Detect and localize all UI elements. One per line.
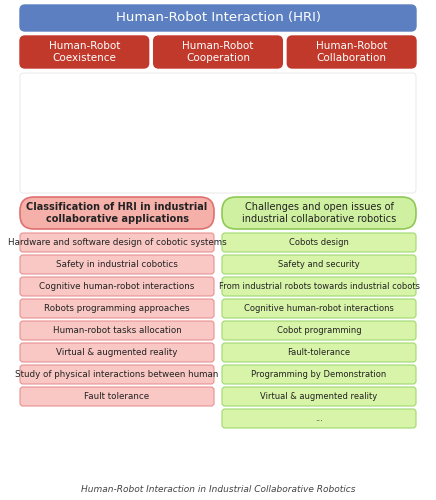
FancyBboxPatch shape bbox=[222, 233, 416, 252]
FancyBboxPatch shape bbox=[222, 343, 416, 362]
Text: From industrial robots towards industrial cobots: From industrial robots towards industria… bbox=[218, 282, 419, 291]
FancyBboxPatch shape bbox=[222, 365, 416, 384]
FancyBboxPatch shape bbox=[222, 197, 416, 229]
FancyBboxPatch shape bbox=[20, 36, 149, 68]
FancyBboxPatch shape bbox=[287, 36, 416, 68]
Text: Human-Robot
Collaboration: Human-Robot Collaboration bbox=[316, 41, 387, 63]
Text: Cobot programming: Cobot programming bbox=[277, 326, 361, 335]
FancyBboxPatch shape bbox=[20, 255, 214, 274]
Text: Human-Robot
Cooperation: Human-Robot Cooperation bbox=[182, 41, 254, 63]
FancyBboxPatch shape bbox=[20, 343, 214, 362]
FancyBboxPatch shape bbox=[20, 277, 214, 296]
Text: Virtual & augmented reality: Virtual & augmented reality bbox=[56, 348, 178, 357]
Text: Safety in industrial cobotics: Safety in industrial cobotics bbox=[56, 260, 178, 269]
FancyBboxPatch shape bbox=[153, 36, 283, 68]
Text: Cobots design: Cobots design bbox=[289, 238, 349, 247]
FancyBboxPatch shape bbox=[222, 387, 416, 406]
FancyBboxPatch shape bbox=[20, 387, 214, 406]
Text: Hardware and software design of cobotic systems: Hardware and software design of cobotic … bbox=[7, 238, 226, 247]
Text: Human-Robot Interaction in Industrial Collaborative Robotics: Human-Robot Interaction in Industrial Co… bbox=[81, 486, 355, 494]
FancyBboxPatch shape bbox=[20, 299, 214, 318]
Text: Programming by Demonstration: Programming by Demonstration bbox=[252, 370, 387, 379]
Text: ...: ... bbox=[315, 414, 323, 423]
FancyBboxPatch shape bbox=[222, 299, 416, 318]
FancyBboxPatch shape bbox=[20, 321, 214, 340]
Text: Challenges and open issues of
industrial collaborative robotics: Challenges and open issues of industrial… bbox=[242, 202, 396, 224]
Text: Study of physical interactions between human: Study of physical interactions between h… bbox=[15, 370, 219, 379]
FancyBboxPatch shape bbox=[20, 365, 214, 384]
Text: Cognitive human-robot interactions: Cognitive human-robot interactions bbox=[244, 304, 394, 313]
FancyBboxPatch shape bbox=[222, 409, 416, 428]
Text: Robots programming approaches: Robots programming approaches bbox=[44, 304, 190, 313]
Text: Classification of HRI in industrial
collaborative applications: Classification of HRI in industrial coll… bbox=[26, 202, 208, 224]
Text: Fault tolerance: Fault tolerance bbox=[85, 392, 150, 401]
FancyBboxPatch shape bbox=[20, 233, 214, 252]
FancyBboxPatch shape bbox=[222, 321, 416, 340]
Text: Fault-tolerance: Fault-tolerance bbox=[287, 348, 351, 357]
Text: Human-Robot
Coexistence: Human-Robot Coexistence bbox=[49, 41, 120, 63]
Text: Virtual & augmented reality: Virtual & augmented reality bbox=[260, 392, 378, 401]
Text: Cognitive human-robot interactions: Cognitive human-robot interactions bbox=[39, 282, 195, 291]
FancyBboxPatch shape bbox=[222, 255, 416, 274]
FancyBboxPatch shape bbox=[222, 277, 416, 296]
Text: Human-Robot Interaction (HRI): Human-Robot Interaction (HRI) bbox=[116, 12, 320, 24]
FancyBboxPatch shape bbox=[20, 5, 416, 31]
Text: Human-robot tasks allocation: Human-robot tasks allocation bbox=[53, 326, 181, 335]
FancyBboxPatch shape bbox=[20, 73, 416, 193]
Text: Safety and security: Safety and security bbox=[278, 260, 360, 269]
FancyBboxPatch shape bbox=[20, 197, 214, 229]
